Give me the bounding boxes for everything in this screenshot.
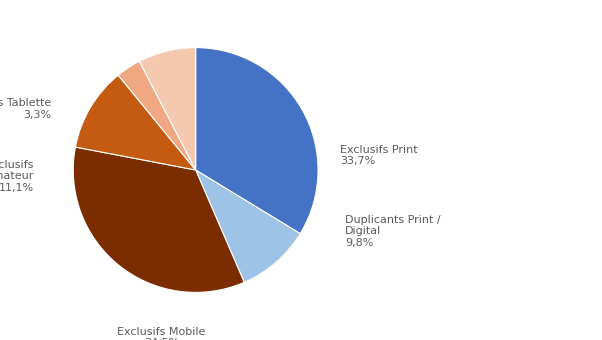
Text: Exclusifs Tablette
3,3%: Exclusifs Tablette 3,3% — [0, 98, 51, 120]
Text: Exclusifs Print
33,7%: Exclusifs Print 33,7% — [340, 144, 418, 166]
Wedge shape — [140, 48, 196, 170]
Text: Plusieurs devices
digitaux sans print
7,6%: Plusieurs devices digitaux sans print 7,… — [143, 0, 248, 1]
Wedge shape — [73, 147, 244, 292]
Text: Exclusifs Mobile
34,5%: Exclusifs Mobile 34,5% — [117, 327, 205, 340]
Text: Exclusifs
Ordinateur
11,1%: Exclusifs Ordinateur 11,1% — [0, 159, 34, 193]
Wedge shape — [118, 61, 196, 170]
Wedge shape — [196, 170, 300, 282]
Wedge shape — [75, 75, 196, 170]
Wedge shape — [196, 48, 318, 234]
Text: Duplicants Print /
Digital
9,8%: Duplicants Print / Digital 9,8% — [345, 215, 441, 248]
